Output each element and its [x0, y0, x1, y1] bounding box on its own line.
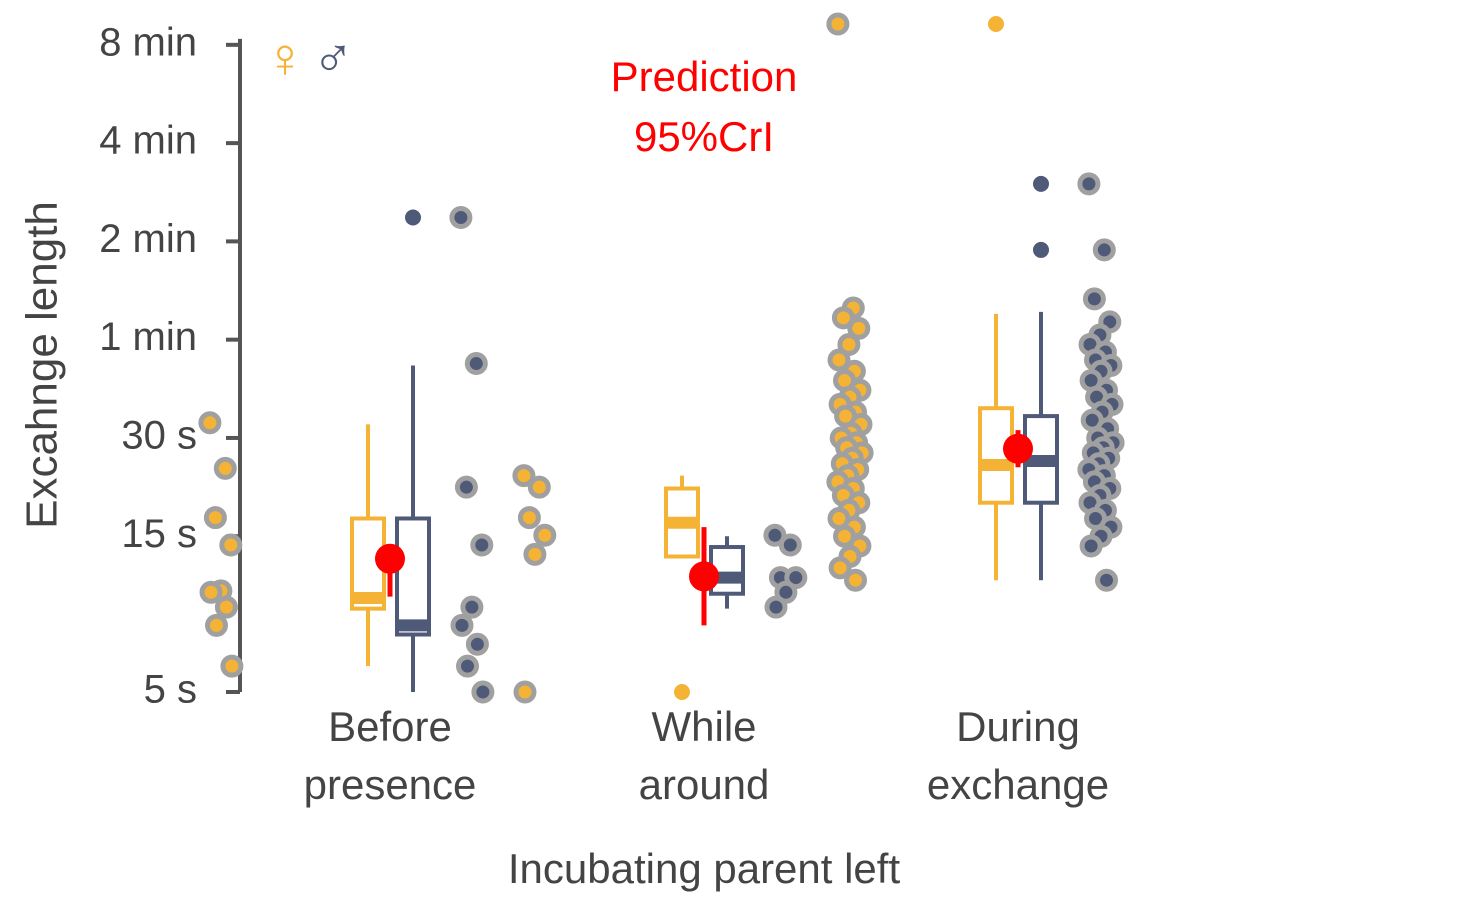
y-tick-label: 15 s	[121, 512, 197, 556]
y-tick-label: 8 min	[99, 20, 197, 64]
annotation: Prediction	[611, 53, 798, 100]
legend-entry: ♀	[264, 26, 306, 89]
x-tick-label: Before	[328, 703, 452, 750]
data-point	[213, 456, 237, 480]
box	[395, 516, 431, 637]
data-point	[827, 348, 851, 372]
data-point	[763, 523, 787, 547]
data-point	[460, 595, 484, 619]
data-point	[837, 332, 861, 356]
y-tick-label: 4 min	[99, 119, 197, 163]
data-point	[205, 613, 228, 637]
x-tick-label: While	[651, 703, 756, 750]
data-point	[454, 475, 478, 499]
data-point	[464, 352, 488, 376]
data-point	[847, 316, 871, 340]
data-point	[1092, 238, 1116, 262]
data-point	[513, 680, 537, 704]
data-point	[764, 595, 788, 619]
data-point	[449, 206, 473, 230]
data-point	[1082, 287, 1106, 311]
y-tick-label: 2 min	[99, 217, 197, 261]
y-tick-label: 1 min	[99, 315, 197, 359]
y-tick-label: 5 s	[144, 668, 197, 712]
x-axis-label: Incubating parent left	[508, 845, 901, 892]
data-point	[533, 523, 557, 547]
data-point	[517, 506, 541, 530]
data-point	[828, 556, 852, 580]
data-point	[219, 533, 243, 557]
data-point	[831, 306, 855, 330]
annotation: 95%CrI	[634, 113, 774, 160]
data-point	[527, 475, 551, 499]
data-point	[199, 580, 223, 604]
prediction-point	[375, 543, 405, 574]
data-point	[778, 533, 802, 557]
outlier	[988, 15, 1004, 32]
data-point	[198, 411, 222, 435]
data-point	[471, 680, 495, 704]
y-axis-label: Excahnge length	[18, 201, 67, 529]
data-point	[833, 524, 856, 548]
prediction-point	[1003, 433, 1033, 464]
data-point	[214, 595, 238, 619]
data-point	[523, 542, 547, 566]
outlier	[674, 684, 690, 700]
x-tick-label: around	[639, 761, 770, 808]
outlier	[1033, 241, 1049, 258]
legend-entry: ♂	[312, 26, 354, 89]
x-tick-label: During	[956, 703, 1080, 750]
data-point	[465, 632, 489, 656]
data-point	[220, 654, 244, 678]
x-tick-label: presence	[304, 761, 477, 808]
data-point	[1079, 534, 1103, 558]
outlier	[405, 209, 421, 226]
outlier	[1033, 175, 1049, 192]
data-point	[470, 533, 494, 557]
data-point	[450, 613, 474, 637]
data-point	[844, 568, 867, 592]
data-point	[1095, 568, 1118, 592]
data-point	[456, 654, 479, 678]
x-tick-label: exchange	[927, 761, 1109, 808]
data-point	[512, 464, 536, 488]
prediction-point	[689, 561, 719, 592]
data-point	[1077, 172, 1101, 196]
data-point	[203, 506, 227, 530]
data-point	[826, 12, 850, 36]
y-tick-label: 30 s	[121, 414, 197, 458]
